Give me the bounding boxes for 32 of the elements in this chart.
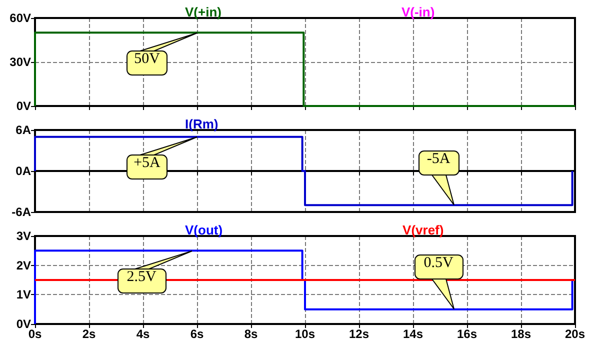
y-tick-label: 6A (16, 123, 32, 137)
annotation: 2.5V (118, 268, 166, 293)
y-tick-label: 60V (10, 11, 31, 25)
y-tick-label: 3V (16, 229, 31, 243)
series-label: V(+in) (185, 4, 222, 20)
annotation: -5A (418, 151, 458, 176)
annotation: +5A (127, 154, 167, 179)
x-tick-label: 18s (510, 327, 532, 341)
y-tick-label: 0V (16, 317, 31, 331)
x-tick-label: 16s (456, 327, 478, 341)
line-series (34, 250, 574, 325)
y-tick-label: 0V (16, 99, 31, 113)
x-tick-label: 6s (190, 327, 204, 341)
x-tick-label: 0s (28, 327, 42, 341)
x-tick-label: 10s (294, 327, 316, 341)
y-tick-label: -6A (12, 205, 32, 219)
legend-label: V(-in) (401, 4, 435, 20)
series-label: I(Rm) (185, 116, 218, 132)
x-tick-label: 12s (348, 327, 370, 341)
text: V(vref) (402, 222, 444, 238)
annotation: 50V (127, 50, 167, 75)
x-tick-label: 20s (564, 327, 586, 341)
y-tick-label: 0A (16, 164, 32, 178)
y-tick-label: 30V (10, 55, 31, 69)
x-tick-label: 2s (82, 327, 96, 341)
y-tick-label: 2V (16, 258, 31, 272)
x-tick-label: 8s (244, 327, 258, 341)
y-tick-label: 1V (16, 288, 31, 302)
x-tick-label: 4s (136, 327, 150, 341)
x-tick-label: 14s (402, 327, 424, 341)
annotation: 0.5V (414, 255, 462, 280)
series-label: V(out) (185, 222, 223, 238)
